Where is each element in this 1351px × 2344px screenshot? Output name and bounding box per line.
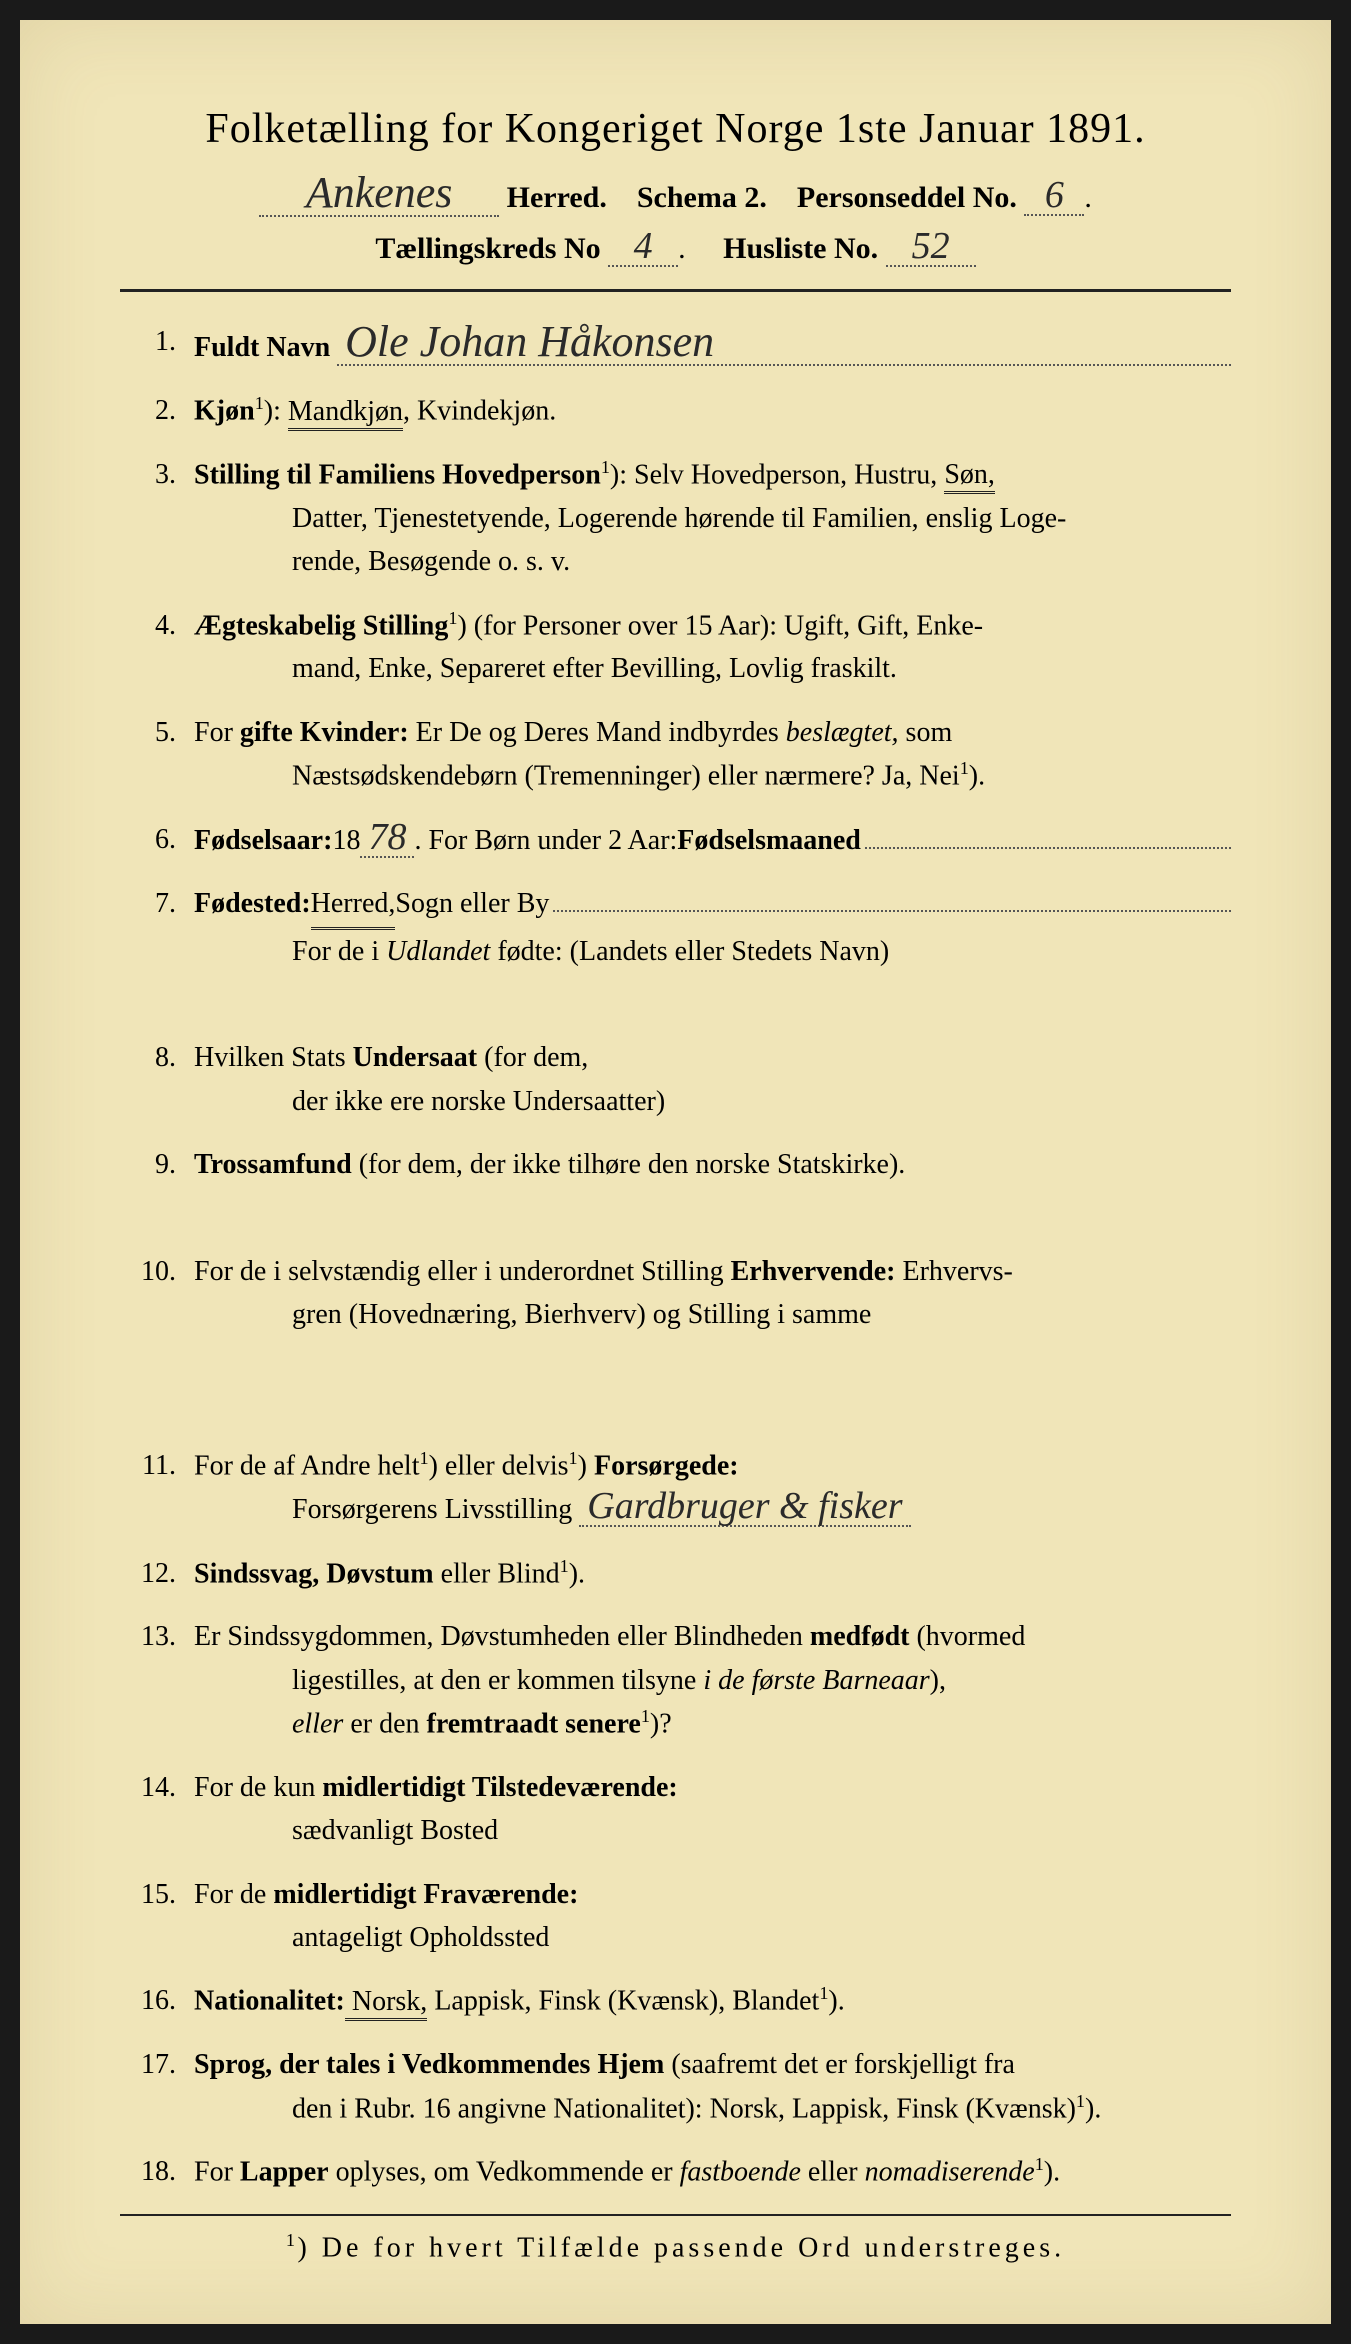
item-11-handwritten: Gardbruger & fisker <box>579 1487 910 1527</box>
item-2: 2. Kjøn1): Mandkjøn, Kvindekjøn. <box>130 389 1231 433</box>
header-line-1: Ankenes Herred. Schema 2. Personseddel N… <box>120 171 1231 217</box>
item-3-cont2: rende, Besøgende o. s. v. <box>292 546 570 577</box>
item-num: 1. <box>130 320 194 363</box>
item-10: 10. For de i selvstændig eller i underor… <box>130 1250 1231 1424</box>
footnote: 1) De for hvert Tilfælde passende Ord un… <box>120 2230 1231 2264</box>
item-4: 4. Ægteskabelig Stilling1) (for Personer… <box>130 604 1231 691</box>
dotted-line <box>553 887 1231 912</box>
item-2-selected: Mandkjøn <box>288 396 403 431</box>
item-num: 15. <box>130 1873 194 1916</box>
item-7-label: Fødested: <box>194 882 311 925</box>
item-10-label: Erhvervende: <box>731 1256 896 1287</box>
item-5: 5. For gifte Kvinder: Er De og Deres Man… <box>130 711 1231 798</box>
item-2-label: Kjøn <box>194 396 255 427</box>
item-7: 7. Fødested: Herred, Sogn eller By For d… <box>130 882 1231 1016</box>
personseddel-label: Personseddel No. <box>797 181 1017 214</box>
item-16-label: Nationalitet: <box>194 1986 345 2017</box>
item-11-label: Forsørgede: <box>594 1450 739 1481</box>
item-13: 13. Er Sindssygdommen, Døvstumheden elle… <box>130 1615 1231 1746</box>
item-3-cont1: Datter, Tjenestetyende, Logerende hørend… <box>194 497 1231 540</box>
taellingskreds-label: Tællingskreds No <box>375 232 600 265</box>
item-6-year: 78 <box>360 818 414 858</box>
item-14-label: midlertidigt Tilstedeværende: <box>322 1772 677 1803</box>
item-11: 11. For de af Andre helt1) eller delvis1… <box>130 1444 1231 1532</box>
item-5-cont1: Næstsødskendebørn (Tremenninger) eller n… <box>292 760 960 791</box>
item-num: 10. <box>130 1250 194 1293</box>
item-16: 16. Nationalitet: Norsk, Lappisk, Finsk … <box>130 1979 1231 2023</box>
herred-label: Herred. <box>507 181 607 214</box>
form-items: 1. Fuldt Navn Ole Johan Håkonsen 2. Kjøn… <box>120 320 1231 2194</box>
item-8-cont1: der ikke ere norske Undersaatter) <box>292 1086 665 1117</box>
form-title: Folketælling for Kongeriget Norge 1ste J… <box>120 105 1231 153</box>
item-3-selected: Søn, <box>944 459 995 494</box>
item-num: 4. <box>130 604 194 647</box>
item-4-cont1: mand, Enke, Separeret efter Bevilling, L… <box>194 647 1231 690</box>
item-num: 7. <box>130 882 194 925</box>
dotted-line <box>865 824 1231 849</box>
item-9-label: Trossamfund <box>194 1149 352 1180</box>
item-14: 14. For de kun midlertidigt Tilstedevære… <box>130 1766 1231 1853</box>
item-13-label: medfødt <box>810 1621 910 1652</box>
husliste-no: 52 <box>886 227 976 267</box>
item-num: 13. <box>130 1615 194 1658</box>
item-18: 18. For Lapper oplyses, om Vedkommende e… <box>130 2150 1231 2194</box>
item-15-label: midlertidigt Fraværende: <box>273 1879 578 1910</box>
item-17-cont1: den i Rubr. 16 angivne Nationalitet): No… <box>292 2093 1076 2124</box>
item-num: 2. <box>130 389 194 432</box>
item-num: 9. <box>130 1143 194 1186</box>
item-12: 12. Sindssvag, Døvstum eller Blind1). <box>130 1552 1231 1596</box>
header-divider <box>120 289 1231 292</box>
item-16-selected: Norsk, <box>345 1986 427 2021</box>
item-num: 8. <box>130 1036 194 1079</box>
item-1-label: Fuldt Navn <box>194 326 330 369</box>
item-4-label: Ægteskabelig Stilling <box>194 610 448 641</box>
item-num: 12. <box>130 1552 194 1595</box>
footer-divider <box>120 2214 1231 2216</box>
item-5-label: gifte Kvinder: <box>240 717 409 748</box>
husliste-label: Husliste No. <box>723 232 878 265</box>
item-12-label: Sindssvag, Døvstum <box>194 1558 434 1589</box>
item-6-label2: Fødselsmaaned <box>677 819 861 862</box>
item-8-label: Undersaat <box>353 1042 477 1073</box>
item-num: 16. <box>130 1979 194 2022</box>
item-3: 3. Stilling til Familiens Hovedperson1):… <box>130 453 1231 584</box>
item-num: 17. <box>130 2043 194 2086</box>
item-18-label: Lapper <box>240 2157 329 2188</box>
item-num: 18. <box>130 2150 194 2193</box>
item-1: 1. Fuldt Navn Ole Johan Håkonsen <box>130 320 1231 369</box>
taellingskreds-no: 4 <box>608 227 678 267</box>
item-1-name-handwritten: Ole Johan Håkonsen <box>337 320 1231 366</box>
item-17: 17. Sprog, der tales i Vedkommendes Hjem… <box>130 2043 1231 2130</box>
item-10-cont1: gren (Hovednæring, Bierhverv) og Stillin… <box>292 1299 871 1330</box>
item-num: 5. <box>130 711 194 754</box>
item-num: 3. <box>130 453 194 496</box>
census-form-page: Folketælling for Kongeriget Norge 1ste J… <box>20 20 1331 2324</box>
item-15: 15. For de midlertidigt Fraværende: anta… <box>130 1873 1231 1960</box>
herred-handwritten: Ankenes <box>259 171 499 217</box>
item-num: 11. <box>130 1444 194 1487</box>
item-3-label: Stilling til Familiens Hovedperson <box>194 459 601 490</box>
item-7-selected: Herred, <box>311 882 396 929</box>
schema-label: Schema 2. <box>637 181 767 214</box>
item-15-cont1: antageligt Opholdssted <box>292 1922 549 1953</box>
item-9: 9. Trossamfund (for dem, der ikke tilhør… <box>130 1143 1231 1230</box>
personseddel-no: 6 <box>1024 176 1084 216</box>
item-6: 6. Fødselsaar: 1878. For Børn under 2 Aa… <box>130 818 1231 862</box>
item-17-label: Sprog, der tales i Vedkommendes Hjem <box>194 2049 664 2080</box>
header-line-2: Tællingskreds No 4. Husliste No. 52 <box>120 227 1231 267</box>
item-num: 6. <box>130 818 194 861</box>
item-6-label: Fødselsaar: <box>194 819 332 862</box>
item-11-cont1: Forsørgerens Livsstilling <box>292 1494 572 1525</box>
item-num: 14. <box>130 1766 194 1809</box>
item-8: 8. Hvilken Stats Undersaat (for dem, der… <box>130 1036 1231 1123</box>
item-14-cont1: sædvanligt Bosted <box>292 1815 498 1846</box>
